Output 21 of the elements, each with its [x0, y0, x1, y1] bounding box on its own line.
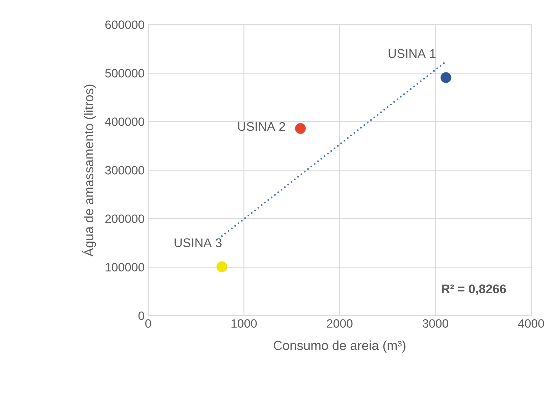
x-tick-label: 4000	[518, 319, 544, 328]
y-tick-label: 400000	[105, 118, 144, 126]
y-tick-label: 0	[138, 312, 144, 320]
y-tick-label: 100000	[106, 263, 144, 272]
series-label: USINA 3	[174, 238, 222, 248]
series-label: USINA 1	[388, 49, 436, 58]
point	[216, 262, 228, 272]
x-axis-title: Consumo de areia (m³)	[274, 340, 406, 353]
y-axis-title: Água de amassamento (litros)	[82, 84, 96, 257]
y-tick-label: 600000	[106, 20, 144, 30]
point	[440, 72, 452, 84]
point	[295, 123, 306, 134]
series-label: USINA 2	[238, 122, 286, 132]
x-tick-label: 1000	[232, 319, 257, 328]
y-tick-label: 200000	[106, 214, 144, 224]
x-tick-label: 2000	[327, 319, 353, 328]
annotation: R² = 0,8266	[442, 284, 506, 296]
y-tick-label: 500000	[105, 69, 144, 78]
y-tick-label: 300000	[105, 166, 144, 175]
x-tick-label: 0	[146, 319, 152, 328]
x-tick-label: 3000	[422, 319, 449, 328]
